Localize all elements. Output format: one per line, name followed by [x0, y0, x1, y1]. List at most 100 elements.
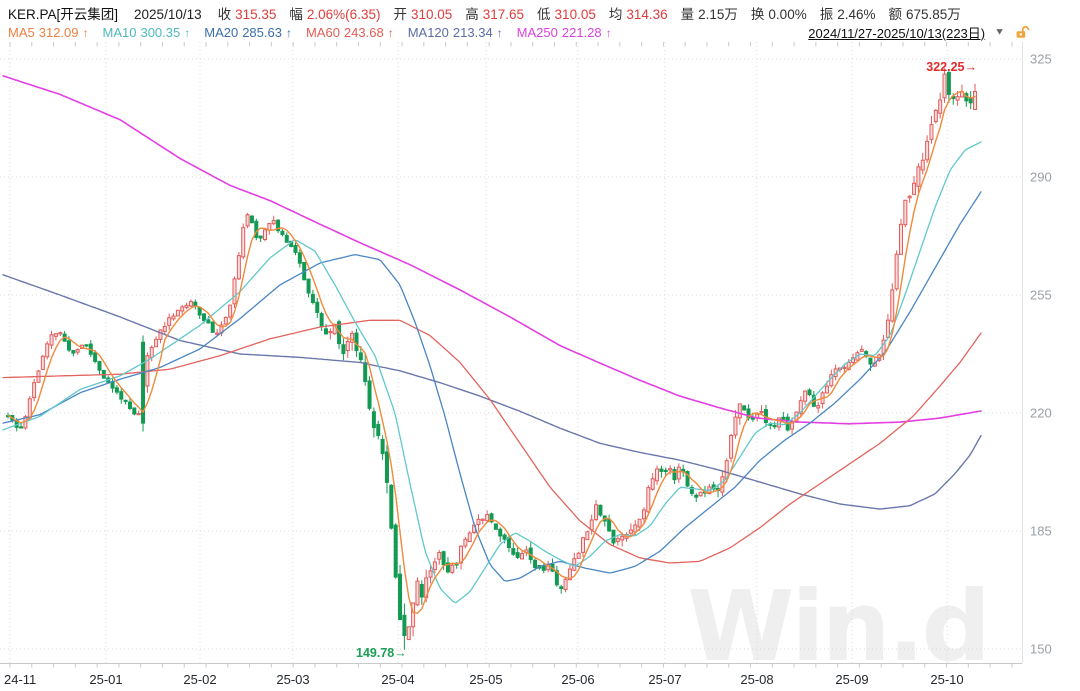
x-axis-label: 25-07: [648, 672, 681, 687]
candle: [489, 512, 494, 524]
candle: [459, 545, 464, 570]
candle: [615, 536, 620, 546]
candle: [188, 299, 193, 308]
x-axis-label: 25-04: [381, 672, 414, 687]
candle: [210, 321, 215, 333]
ma-legend-item-ma5[interactable]: MA5 312.09 ↑: [8, 25, 89, 40]
y-axis-label: 220: [1030, 406, 1052, 421]
candle: [32, 378, 37, 402]
trend-up-icon: ↑: [285, 25, 292, 40]
ma-legend-item-ma120[interactable]: MA120 213.34 ↑: [408, 25, 503, 40]
candle: [297, 249, 302, 268]
trend-up-icon: ↑: [184, 25, 191, 40]
candle: [345, 336, 350, 358]
field-label: 量: [680, 7, 695, 22]
trend-up-icon: ↑: [82, 25, 89, 40]
x-axis-label: 25-05: [469, 672, 502, 687]
candle: [384, 444, 389, 494]
candle: [263, 227, 268, 242]
candle: [585, 530, 590, 541]
ma-label: MA20: [204, 24, 239, 40]
candle: [280, 229, 285, 237]
ma-legend: MA5 312.09 ↑ MA10 300.35 ↑ MA20 285.63 ↑ MA60 243.…: [8, 25, 612, 40]
symbol-name[interactable]: KER.PA[开云集团]: [8, 7, 119, 22]
candle: [515, 547, 520, 559]
chevron-down-icon[interactable]: ▼: [994, 26, 1005, 38]
trend-up-icon: ↑: [605, 25, 612, 40]
candle: [127, 397, 132, 411]
candle: [350, 330, 355, 351]
unlock-icon[interactable]: [1014, 24, 1030, 40]
candle: [376, 420, 381, 440]
field-value: 675.85万: [905, 7, 961, 22]
candle: [859, 345, 864, 352]
candle: [493, 523, 498, 530]
candle: [463, 536, 468, 549]
candle: [641, 507, 646, 525]
candle: [371, 407, 376, 438]
candle: [180, 304, 185, 315]
candle: [476, 514, 481, 531]
candle: [97, 360, 102, 375]
candle: [920, 152, 925, 175]
candle: [380, 435, 385, 460]
field-label: 低: [537, 7, 551, 22]
field-label: 幅: [289, 7, 303, 22]
ma-legend-item-ma20[interactable]: MA20 285.63 ↑: [204, 25, 292, 40]
ma-label: MA10: [102, 24, 137, 40]
candle: [245, 212, 250, 229]
ma-value: 312.09: [38, 24, 79, 40]
candle: [511, 542, 516, 557]
candle: [563, 576, 568, 593]
candle: [907, 195, 912, 203]
axis-frame: [0, 42, 1023, 668]
candle: [445, 557, 450, 574]
candle: [964, 91, 969, 107]
ma60-line: [2, 319, 982, 564]
quote-header: KER.PA[开云集团] 2025/10/13 收 315.35 幅 2.06%(6.…: [8, 3, 1080, 23]
ma-value: 300.35: [140, 24, 181, 40]
candle: [807, 388, 812, 397]
candle: [898, 218, 903, 256]
candle: [580, 536, 585, 557]
ma-legend-item-ma250[interactable]: MA250 221.28 ↑: [517, 25, 612, 40]
field-value: 0.00%: [768, 7, 807, 22]
field-value: 2.06%(6.35): [306, 7, 381, 22]
range-selector[interactable]: 2024/11/27-2025/10/13(223日) ▼: [808, 23, 1030, 41]
candle: [685, 470, 690, 487]
candle: [559, 584, 564, 594]
candle: [363, 353, 368, 386]
ma-legend-item-ma60[interactable]: MA60 243.68 ↑: [306, 25, 394, 40]
candle: [197, 306, 202, 319]
quote-date: 2025/10/13: [134, 7, 202, 22]
candle: [110, 377, 115, 393]
candle: [415, 577, 420, 607]
kline-chart[interactable]: Win.d 325 290 255 220 185 150 24-11 25-01 25-02 25…: [0, 42, 1080, 691]
candle: [158, 329, 163, 344]
date-range-label[interactable]: 2024/11/27-2025/10/13(223日): [808, 25, 986, 41]
candle: [912, 176, 917, 195]
candle: [437, 549, 442, 565]
candle: [480, 518, 485, 525]
candle: [223, 316, 228, 326]
candle: [655, 465, 660, 485]
y-axis-label: 185: [1030, 524, 1052, 539]
candle: [276, 219, 281, 234]
candle: [502, 533, 507, 544]
candle: [284, 232, 289, 243]
quote-field-开: 开 310.05: [393, 3, 452, 23]
period-high-annotation: 322.25→: [926, 60, 977, 74]
quote-field-均: 均 314.36: [609, 3, 668, 23]
y-axis-label: 325: [1030, 52, 1052, 67]
candle: [167, 313, 172, 330]
x-axis-label: 25-09: [835, 672, 868, 687]
field-value: 314.36: [626, 7, 668, 22]
candle: [567, 564, 572, 581]
candle: [781, 411, 786, 421]
ma-legend-item-ma10[interactable]: MA10 300.35 ↑: [103, 25, 191, 40]
candle: [946, 70, 951, 103]
candle: [816, 402, 821, 414]
candle: [175, 309, 180, 317]
y-axis-label: 255: [1030, 288, 1052, 303]
x-axis-label: 25-10: [930, 672, 963, 687]
